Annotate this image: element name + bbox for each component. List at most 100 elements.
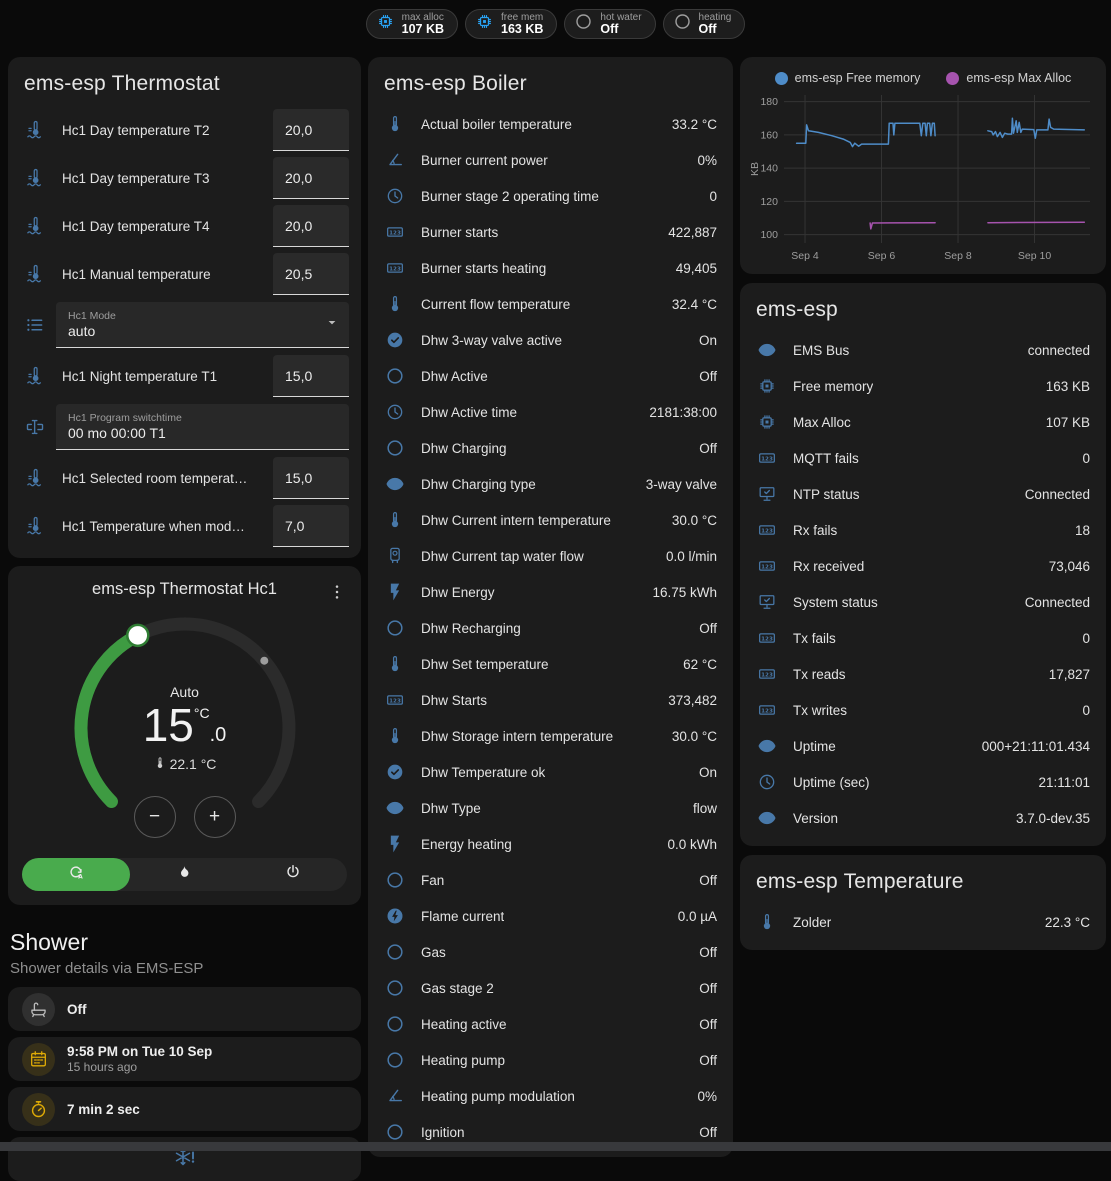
entity-row-dhw-storage-intern-temperature[interactable]: Dhw Storage intern temperature 30.0 °C <box>368 718 733 754</box>
entity-row-dhw-energy[interactable]: Dhw Energy 16.75 kWh <box>368 574 733 610</box>
shower-tile-bathtub[interactable]: Off <box>8 987 361 1031</box>
thermo-waves-icon[interactable] <box>22 467 48 489</box>
entity-row-gas-stage-2[interactable]: Gas stage 2 Off <box>368 970 733 1006</box>
thermo-waves-icon[interactable] <box>22 515 48 537</box>
shower-heading: Shower <box>10 929 88 955</box>
chip-icon <box>756 376 778 396</box>
entity-row-heating-pump-modulation[interactable]: Heating pump modulation 0% <box>368 1078 733 1114</box>
status-chip-heating[interactable]: heating Off <box>662 9 746 39</box>
entity-row-rx-received[interactable]: 123 Rx received 73,046 <box>740 548 1106 584</box>
status-chip-free-mem[interactable]: free mem 163 KB <box>465 9 558 39</box>
desktop-check-icon <box>756 592 778 612</box>
thermo-waves-icon[interactable] <box>22 365 48 387</box>
entity-row-gas[interactable]: Gas Off <box>368 934 733 970</box>
number-input-hc1-night-temperature-t1[interactable]: 15,0 <box>273 355 349 397</box>
entity-row-version[interactable]: Version 3.7.0-dev.35 <box>740 800 1106 836</box>
entity-row-max-alloc[interactable]: Max Alloc 107 KB <box>740 404 1106 440</box>
entity-row-dhw-active-time[interactable]: Dhw Active time 2181:38:00 <box>368 394 733 430</box>
mode-power-button[interactable] <box>239 858 347 891</box>
number-input-hc1-selected-room-temperat[interactable]: 15,0 <box>273 457 349 499</box>
entity-row-dhw-type[interactable]: Dhw Type flow <box>368 790 733 826</box>
entity-row-heating-pump[interactable]: Heating pump Off <box>368 1042 733 1078</box>
thermostat-dial-card: ems-esp Thermostat Hc1 Auto 15°C.0 22.1 … <box>8 566 361 905</box>
thermo-waves-icon[interactable] <box>22 167 48 189</box>
svg-text:Sep 4: Sep 4 <box>791 250 819 262</box>
legend-item-ems-esp-free-memory[interactable]: ems-esp Free memory <box>774 71 920 85</box>
entity-row-energy-heating[interactable]: Energy heating 0.0 kWh <box>368 826 733 862</box>
thermo-waves-icon[interactable] <box>22 215 48 237</box>
status-chip-max-alloc[interactable]: max alloc 107 KB <box>365 9 459 39</box>
svg-text:123: 123 <box>761 708 773 714</box>
entity-row-dhw-temperature-ok[interactable]: Dhw Temperature ok On <box>368 754 733 790</box>
entity-row-current-flow-temperature[interactable]: Current flow temperature 32.4 °C <box>368 286 733 322</box>
entity-row-dhw-set-temperature[interactable]: Dhw Set temperature 62 °C <box>368 646 733 682</box>
list-icon[interactable] <box>22 314 48 336</box>
svg-text:123: 123 <box>761 528 773 534</box>
entity-row-dhw-charging-type[interactable]: Dhw Charging type 3-way valve <box>368 466 733 502</box>
entity-row-heating-active[interactable]: Heating active Off <box>368 1006 733 1042</box>
entity-row-burner-stage-2-operating-time[interactable]: Burner stage 2 operating time 0 <box>368 178 733 214</box>
number-input-hc1-manual-temperature[interactable]: 20,5 <box>273 253 349 295</box>
entity-row-dhw-charging[interactable]: Dhw Charging Off <box>368 430 733 466</box>
angle-icon <box>384 1086 406 1106</box>
form-textbox-icon[interactable] <box>22 416 48 438</box>
number-input-hc1-temperature-when-mod[interactable]: 7,0 <box>273 505 349 547</box>
entity-row-tx-fails[interactable]: 123 Tx fails 0 <box>740 620 1106 656</box>
legend-item-ems-esp-max-alloc[interactable]: ems-esp Max Alloc <box>946 71 1071 85</box>
clock-icon <box>384 402 406 422</box>
horizontal-scrollbar[interactable] <box>0 1142 1111 1151</box>
entity-row-zolder[interactable]: Zolder 22.3 °C <box>740 904 1106 940</box>
entity-row-burner-starts-heating[interactable]: 123 Burner starts heating 49,405 <box>368 250 733 286</box>
entity-row-dhw-active[interactable]: Dhw Active Off <box>368 358 733 394</box>
circle-icon <box>384 618 406 638</box>
entity-row-fan[interactable]: Fan Off <box>368 862 733 898</box>
entity-row-uptime-sec[interactable]: Uptime (sec) 21:11:01 <box>740 764 1106 800</box>
mode-auto-button[interactable]: A <box>22 858 131 891</box>
thermo-waves-icon[interactable] <box>22 263 48 285</box>
entity-row-uptime[interactable]: Uptime 000+21:11:01.434 <box>740 728 1106 764</box>
entity-row-mqtt-fails[interactable]: 123 MQTT fails 0 <box>740 440 1106 476</box>
increase-temperature-button[interactable]: + <box>193 796 236 838</box>
status-chip-bar: max alloc 107 KB free mem 163 KB hot wat… <box>0 0 1111 57</box>
counter-icon: 123 <box>756 448 778 468</box>
chip-icon <box>376 12 395 36</box>
text-input-hc1-program-switchtime[interactable]: Hc1 Program switchtime 00 mo 00:00 T1 <box>56 404 349 450</box>
svg-text:120: 120 <box>760 196 778 208</box>
entity-row-tx-writes[interactable]: 123 Tx writes 0 <box>740 692 1106 728</box>
thermo-waves-icon[interactable] <box>22 119 48 141</box>
mode-fire-button[interactable] <box>130 858 238 891</box>
circle-icon <box>384 1122 406 1142</box>
entity-row-dhw-current-intern-temperature[interactable]: Dhw Current intern temperature 30.0 °C <box>368 502 733 538</box>
entity-row-dhw-3-way-valve-active[interactable]: Dhw 3-way valve active On <box>368 322 733 358</box>
entity-row-flame-current[interactable]: Flame current 0.0 µA <box>368 898 733 934</box>
decrease-temperature-button[interactable]: − <box>133 796 176 838</box>
shower-tile-calendar[interactable]: 9:58 PM on Tue 10 Sep 15 hours ago <box>8 1037 361 1081</box>
select-hc1-mode[interactable]: Hc1 Mode auto <box>56 302 349 348</box>
number-input-hc1-day-temperature-t3[interactable]: 20,0 <box>273 157 349 199</box>
shower-tile-timer[interactable]: 7 min 2 sec <box>8 1087 361 1131</box>
entity-row-ntp-status[interactable]: NTP status Connected <box>740 476 1106 512</box>
entity-row-ems-bus[interactable]: EMS Bus connected <box>740 332 1106 368</box>
entity-row-burner-starts[interactable]: 123 Burner starts 422,887 <box>368 214 733 250</box>
temperature-stepper: − + <box>8 796 361 838</box>
circle-icon <box>673 12 692 36</box>
entity-row-rx-fails[interactable]: 123 Rx fails 18 <box>740 512 1106 548</box>
entity-row-free-memory[interactable]: Free memory 163 KB <box>740 368 1106 404</box>
number-input-hc1-day-temperature-t2[interactable]: 20,0 <box>273 109 349 151</box>
entity-row-actual-boiler-temperature[interactable]: Actual boiler temperature 33.2 °C <box>368 106 733 142</box>
clock-icon <box>384 186 406 206</box>
entity-row-burner-current-power[interactable]: Burner current power 0% <box>368 142 733 178</box>
column-middle: ems-esp Boiler Actual boiler temperature… <box>368 57 733 1157</box>
entity-row-dhw-current-tap-water-flow[interactable]: Dhw Current tap water flow 0.0 l/min <box>368 538 733 574</box>
entity-row-system-status[interactable]: System status Connected <box>740 584 1106 620</box>
entity-row-tx-reads[interactable]: 123 Tx reads 17,827 <box>740 656 1106 692</box>
more-options-button[interactable] <box>321 576 353 608</box>
entity-row-dhw-recharging[interactable]: Dhw Recharging Off <box>368 610 733 646</box>
entity-row-dhw-starts[interactable]: 123 Dhw Starts 373,482 <box>368 682 733 718</box>
entity-row-ignition[interactable]: Ignition Off <box>368 1114 733 1150</box>
counter-icon: 123 <box>756 628 778 648</box>
status-chip-hot-water[interactable]: hot water Off <box>564 9 656 39</box>
check-circle-icon <box>384 762 406 782</box>
number-input-hc1-day-temperature-t4[interactable]: 20,0 <box>273 205 349 247</box>
current-temp-marker <box>259 656 268 665</box>
